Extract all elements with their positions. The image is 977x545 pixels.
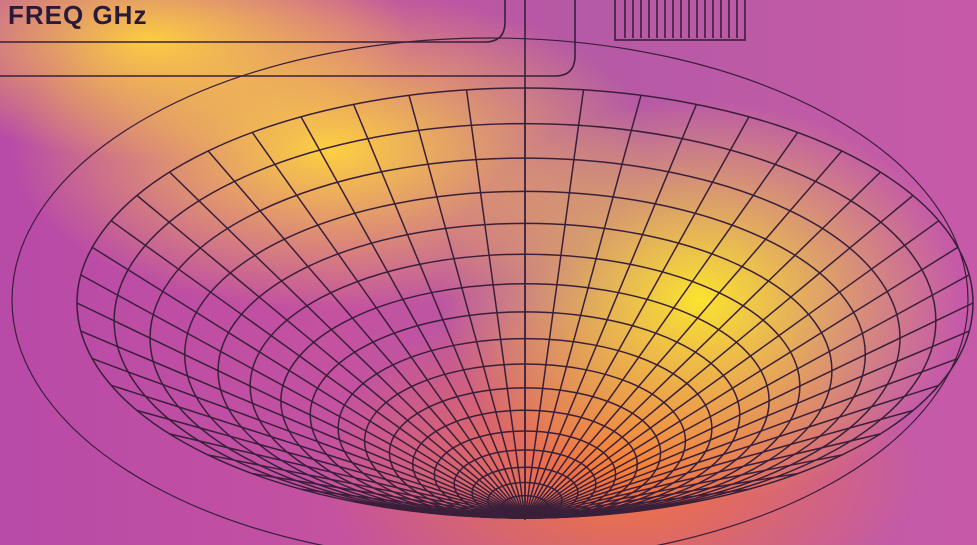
grid-spoke (524, 246, 959, 519)
grid-spoke (207, 150, 526, 519)
grid-spoke (169, 171, 526, 519)
grid-spoke (524, 116, 750, 519)
grid-spoke (110, 220, 526, 519)
grid-spoke (352, 104, 526, 519)
frame-line (0, 0, 576, 77)
grid-spoke (524, 104, 698, 519)
grid-spoke (524, 194, 914, 519)
grid-spoke (136, 194, 526, 519)
grid-spoke (91, 246, 526, 519)
grid-spoke (525, 515, 584, 519)
grid-spoke (169, 433, 526, 519)
grid-spoke (524, 433, 881, 519)
grid-spoke (300, 116, 526, 519)
grid-spoke (80, 274, 526, 519)
grid-spoke (524, 274, 970, 519)
grid-spoke (524, 357, 958, 519)
grid-spoke (92, 357, 526, 519)
grid-spoke (465, 89, 526, 519)
grid-spoke (524, 220, 940, 519)
grid-spoke (524, 95, 642, 519)
freq-label: FREQ GHz (8, 0, 148, 30)
grid-spoke (80, 330, 526, 519)
grid-spoke (136, 409, 526, 519)
grid-spoke (524, 150, 843, 519)
grid-spoke (524, 131, 799, 519)
grid-spoke (408, 95, 526, 519)
grid-spoke (524, 454, 842, 519)
outer-rim (11, 37, 969, 545)
grid-spoke (524, 330, 970, 519)
grid-spoke (524, 89, 585, 519)
grid-spoke (524, 302, 974, 519)
connector (614, 0, 746, 41)
grid-spoke (251, 131, 526, 519)
grid-spoke (524, 409, 914, 519)
mesh (76, 87, 974, 519)
grid-spoke (524, 384, 940, 519)
grid-spoke (208, 454, 526, 519)
frame-line (0, 0, 506, 43)
grid-spoke (524, 171, 881, 519)
grid-spoke (110, 384, 526, 519)
grid-spoke (76, 302, 526, 519)
